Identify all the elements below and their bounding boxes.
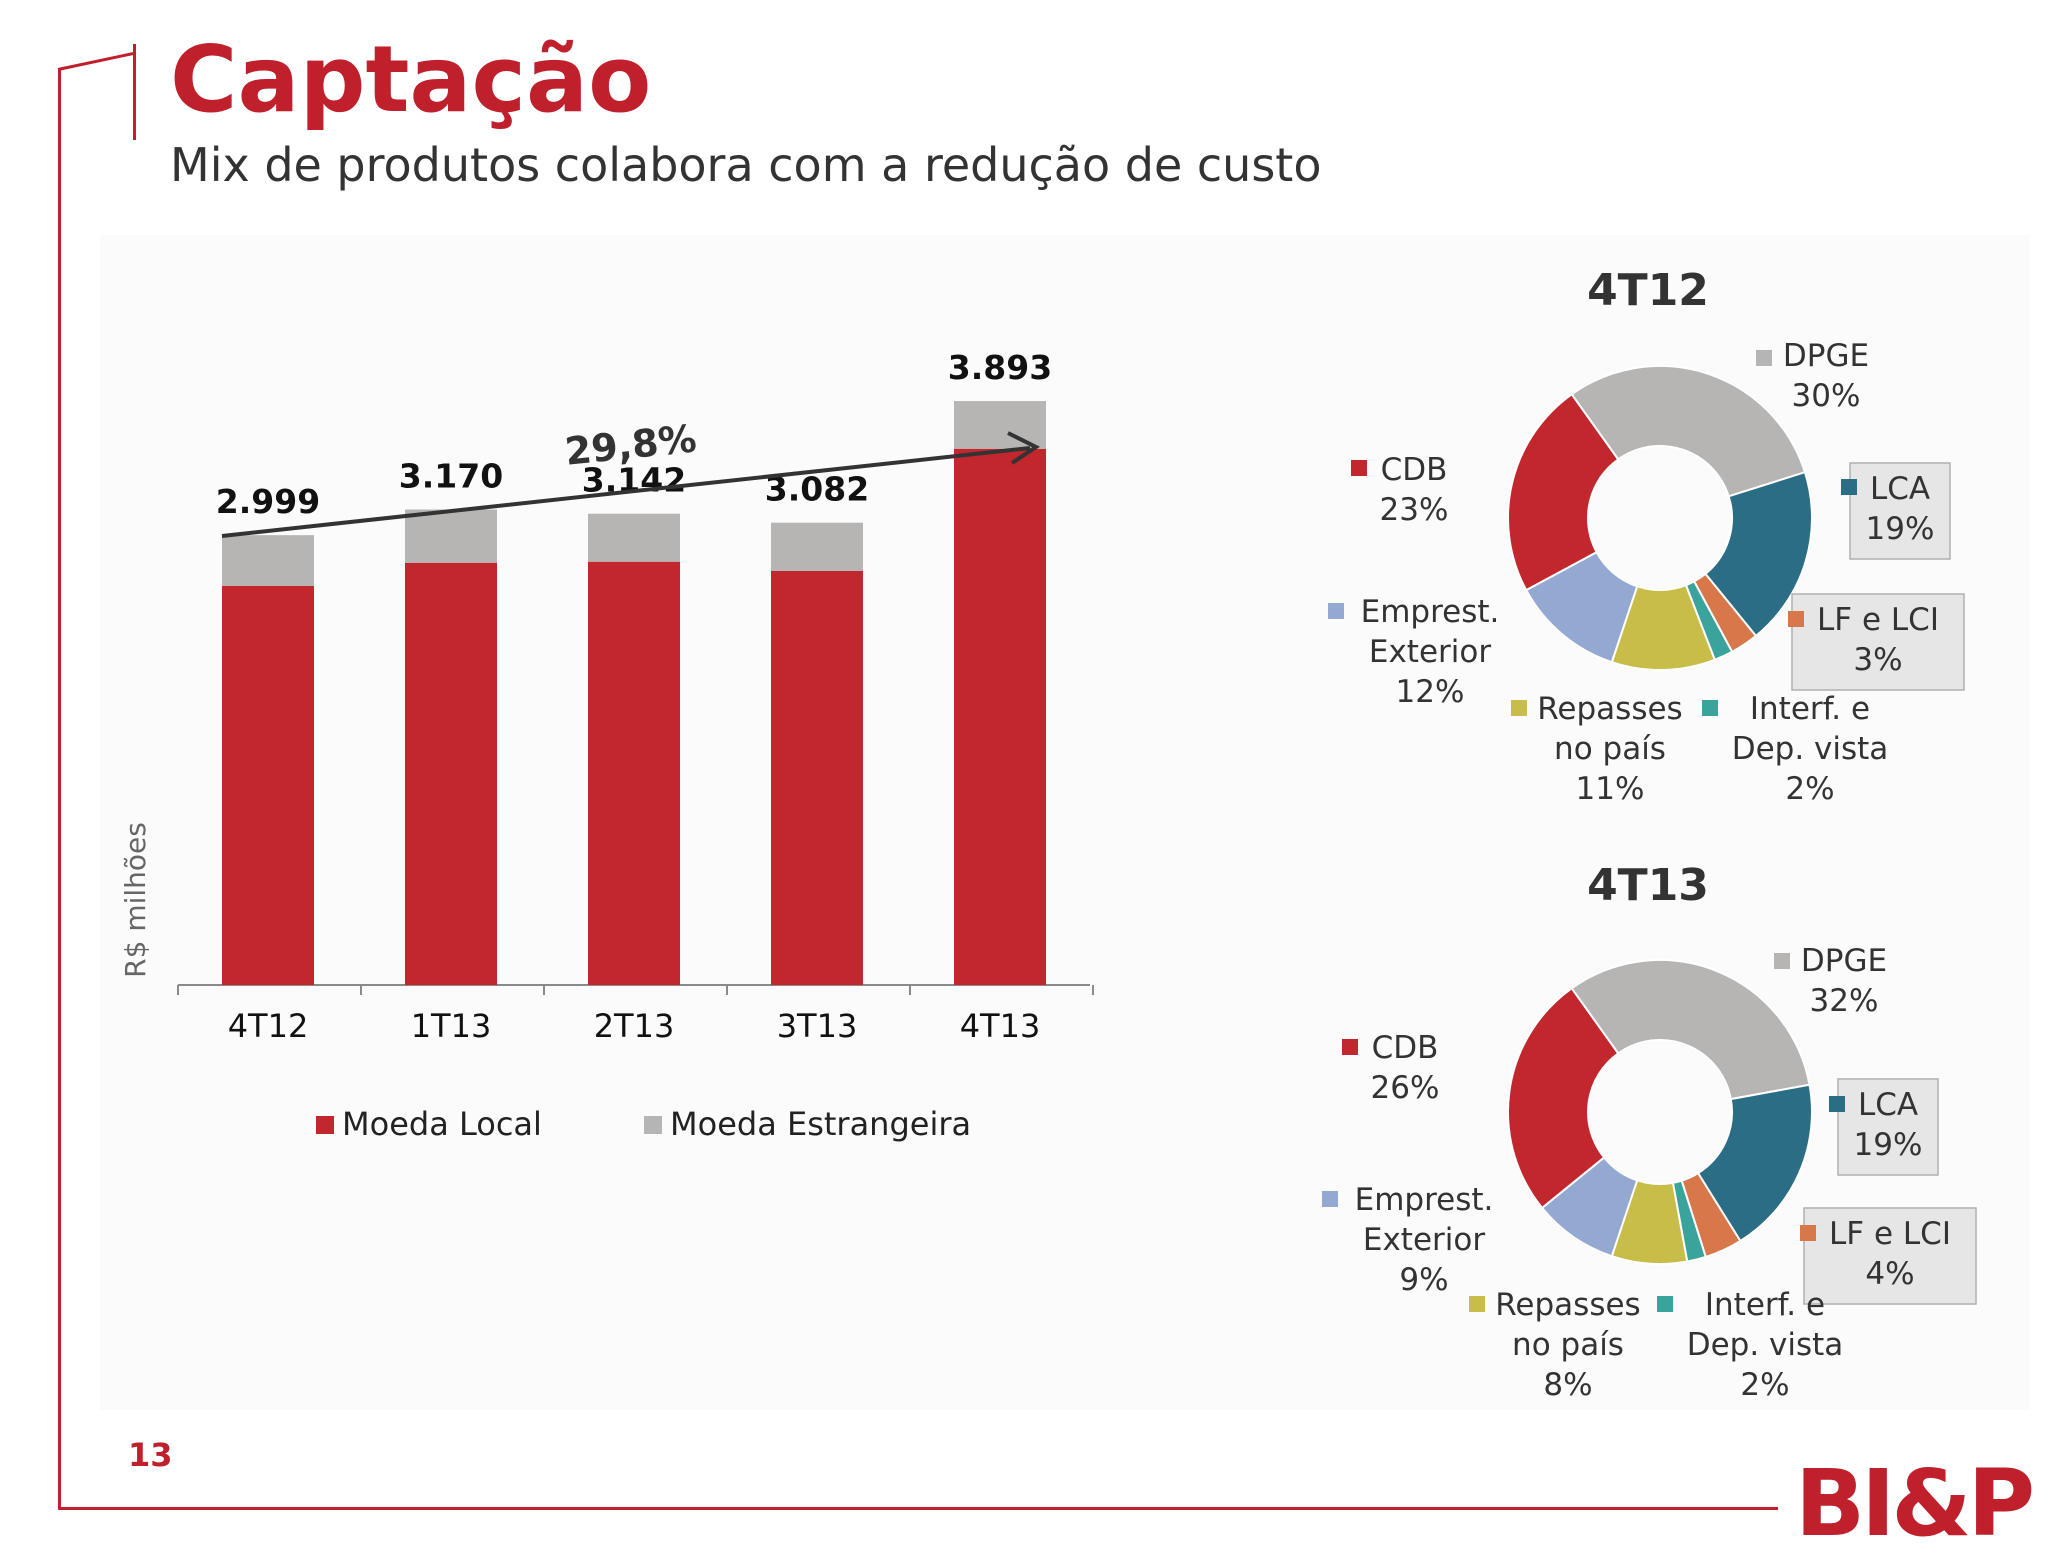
bar-total-label: 3.170	[399, 457, 503, 496]
donut-pct-dpge: 32%	[1810, 983, 1879, 1019]
legend-swatch-moeda-local	[316, 1116, 334, 1134]
donut-chart-4t13: 4T13 DPGE 32% LCA 19% LF e LCI 4% Interf. e Dep.…	[1322, 860, 1977, 1403]
donut-pct-interf: 2%	[1740, 1367, 1789, 1403]
donut-label-interf: Dep. vista	[1687, 1327, 1844, 1363]
company-logo: BI&P	[1795, 1450, 2035, 1557]
legend-swatch-moeda-estrangeira	[644, 1116, 662, 1134]
donut-legend-swatch-cdb	[1342, 1039, 1358, 1055]
donut-legend-swatch-dpge	[1774, 953, 1790, 969]
legend-label-moeda-local: Moeda Local	[342, 1105, 542, 1143]
donut-legend-swatch-lca	[1841, 479, 1857, 495]
donut-label-box	[1791, 593, 1965, 691]
donut-pct-lf-lci: 4%	[1865, 1256, 1914, 1292]
donut-chart-4t12: 4T12 DPGE 30% LCA 19% LF e LCI 3% Interf. e Dep.…	[1328, 265, 1965, 807]
bar-moeda-estrangeira	[954, 401, 1046, 449]
donut-pct-interf: 2%	[1785, 771, 1834, 807]
donut-title: 4T13	[1587, 860, 1709, 911]
bar-moeda-local	[771, 571, 863, 985]
donut-legend-swatch-lf-lci	[1800, 1225, 1816, 1241]
donut-legend-swatch-dpge	[1756, 350, 1772, 366]
page-subtitle: Mix de produtos colabora com a redução d…	[170, 138, 1322, 192]
legend-label-moeda-estrangeira: Moeda Estrangeira	[670, 1105, 971, 1143]
page-number: 13	[128, 1436, 173, 1474]
bar-moeda-estrangeira	[405, 509, 497, 563]
bar-moeda-estrangeira	[222, 535, 314, 586]
donut-pct-repasses: 8%	[1543, 1367, 1592, 1403]
donut-label-emprest: Exterior	[1363, 1222, 1485, 1258]
bar-total-label: 3.893	[948, 348, 1052, 387]
frame-bottom	[58, 1507, 1778, 1510]
donut-label-emprest: Emprest.	[1361, 594, 1500, 630]
bar-moeda-local	[588, 561, 680, 985]
donut-pct-lca: 19%	[1854, 1127, 1923, 1163]
donut-legend-swatch-emprest	[1322, 1191, 1338, 1207]
donut-label-interf: Dep. vista	[1732, 731, 1889, 767]
donut-pct-dpge: 30%	[1792, 378, 1861, 414]
donut-label-emprest: Emprest.	[1355, 1182, 1494, 1218]
x-tick-label: 2T13	[594, 1007, 675, 1045]
donut-label-repasses: Repasses	[1495, 1287, 1640, 1323]
donut-legend-swatch-repasses	[1469, 1296, 1485, 1312]
donut-slice-cdb	[1507, 986, 1620, 1210]
donut-legend-swatch-repasses	[1511, 700, 1527, 716]
donut-label-lca: LCA	[1870, 471, 1930, 507]
donut-legend-swatch-interf	[1657, 1296, 1673, 1312]
donut-label-box	[1837, 1078, 1939, 1176]
donut-pct-emprest: 9%	[1399, 1262, 1448, 1298]
donut-label-lca: LCA	[1858, 1087, 1918, 1123]
frame-vertical-accent	[133, 44, 136, 140]
bar-moeda-estrangeira	[771, 522, 863, 571]
donut-legend-swatch-cdb	[1351, 460, 1367, 476]
donut-pct-lf-lci: 3%	[1853, 642, 1902, 678]
donut-label-dpge: DPGE	[1783, 338, 1869, 374]
donut-pct-repasses: 11%	[1576, 771, 1645, 807]
donut-label-repasses: Repasses	[1537, 691, 1682, 727]
donut-legend-swatch-emprest	[1328, 603, 1344, 619]
donut-pct-lca: 19%	[1866, 511, 1935, 547]
donut-label-cdb: CDB	[1381, 452, 1448, 488]
y-axis-label: R$ milhões	[119, 822, 152, 978]
x-tick-label: 3T13	[777, 1007, 858, 1045]
donut-label-emprest: Exterior	[1369, 634, 1491, 670]
donut-legend-swatch-lca	[1829, 1096, 1845, 1112]
growth-arrow-line	[221, 446, 1031, 538]
bar-moeda-estrangeira	[588, 513, 680, 562]
donut-legend-swatch-lf-lci	[1788, 611, 1804, 627]
donut-label-lf-lci: LF e LCI	[1817, 602, 1939, 638]
donut-label-interf: Interf. e	[1705, 1287, 1825, 1323]
donut-slice-cdb	[1507, 392, 1620, 592]
x-tick-label: 1T13	[411, 1007, 492, 1045]
x-tick-label: 4T12	[228, 1007, 309, 1045]
page-title: Captação	[170, 26, 652, 133]
donut-label-repasses: no país	[1512, 1327, 1624, 1363]
donut-legend-swatch-interf	[1702, 700, 1718, 716]
donut-slice-lca	[1696, 1083, 1813, 1243]
x-tick-label: 4T13	[960, 1007, 1041, 1045]
donut-label-box	[1849, 462, 1951, 560]
bar-moeda-local	[954, 448, 1046, 985]
bar-moeda-local	[222, 586, 314, 985]
donut-label-cdb: CDB	[1372, 1030, 1439, 1066]
growth-arrow-head	[1007, 431, 1040, 465]
donut-pct-cdb: 26%	[1371, 1070, 1440, 1106]
donut-label-lf-lci: LF e LCI	[1829, 1216, 1951, 1252]
bar-total-label: 2.999	[216, 482, 320, 521]
donut-pct-emprest: 12%	[1396, 674, 1465, 710]
bar-moeda-local	[405, 562, 497, 985]
donut-slice-lca	[1704, 470, 1813, 638]
donut-slice-dpge	[1570, 959, 1811, 1101]
donut-label-interf: Interf. e	[1750, 691, 1870, 727]
donut-pct-cdb: 23%	[1380, 492, 1449, 528]
donut-slice-dpge	[1570, 365, 1807, 498]
donut-label-dpge: DPGE	[1801, 943, 1887, 979]
donut-title: 4T12	[1587, 265, 1709, 316]
frame-left	[58, 70, 61, 1510]
donut-label-repasses: no país	[1554, 731, 1666, 767]
donut-label-box	[1803, 1207, 1977, 1305]
